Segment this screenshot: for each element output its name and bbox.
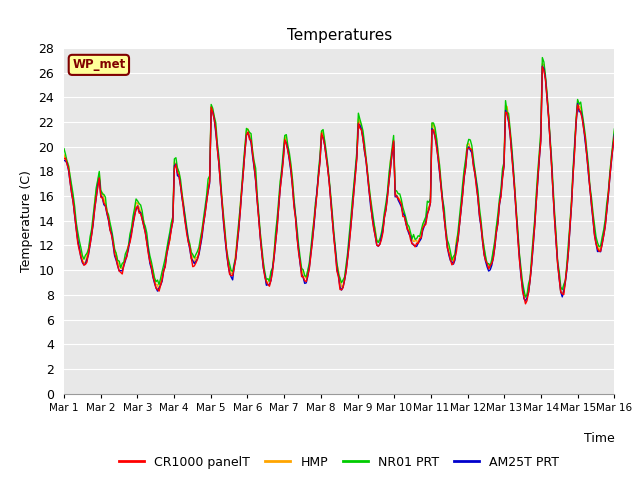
Legend: CR1000 panelT, HMP, NR01 PRT, AM25T PRT: CR1000 panelT, HMP, NR01 PRT, AM25T PRT bbox=[115, 451, 564, 474]
Title: Temperatures: Temperatures bbox=[287, 28, 392, 43]
Text: Time: Time bbox=[584, 432, 614, 445]
Text: WP_met: WP_met bbox=[72, 59, 125, 72]
Y-axis label: Temperature (C): Temperature (C) bbox=[20, 170, 33, 272]
